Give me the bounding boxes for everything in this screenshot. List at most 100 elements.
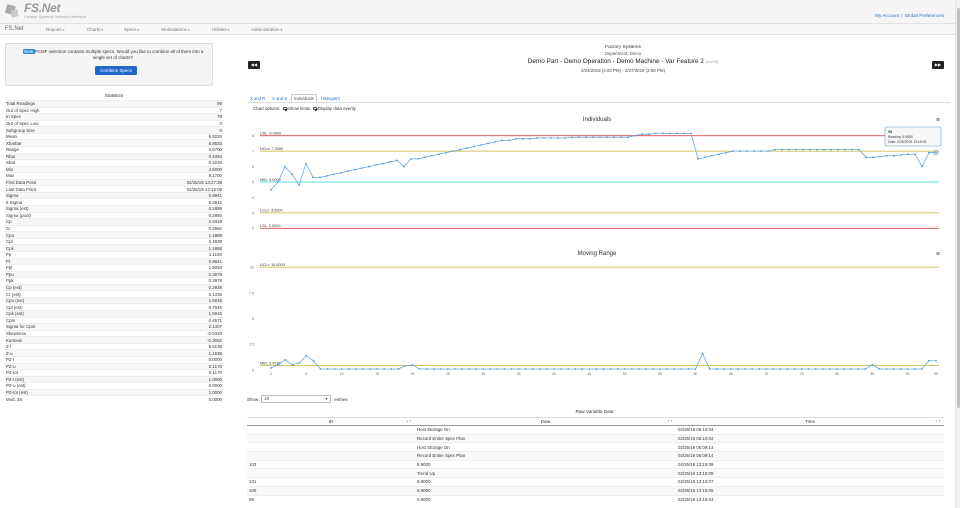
data-point	[687, 368, 690, 370]
data-point	[410, 157, 412, 160]
data-point	[459, 148, 461, 151]
cell-data: Trend Up	[415, 468, 676, 478]
nav-workstations[interactable]: Workstations▾	[161, 27, 190, 32]
stat-value: 0.7045	[208, 304, 222, 310]
data-point	[424, 156, 426, 159]
tab-histogram[interactable]: Histogram	[320, 96, 340, 101]
entries-select[interactable]: 10 ▼	[261, 395, 332, 403]
stat-label: Cpl	[6, 239, 13, 245]
data-point	[475, 368, 478, 370]
stat-label: Min	[6, 166, 14, 172]
stat-label: Pr	[6, 258, 11, 264]
data-point	[844, 148, 846, 151]
stat-value: 1.1638	[208, 350, 222, 356]
tab-x-and-r[interactable]: X and R	[250, 96, 266, 101]
cell-time: 02/25/19 13:15:04	[676, 494, 944, 504]
display-evenly-option[interactable]: Display data evenly	[313, 106, 356, 111]
my-account-link[interactable]: My Account	[875, 13, 899, 18]
data-point	[439, 368, 442, 370]
data-point	[886, 154, 888, 157]
data-point	[546, 368, 548, 370]
data-point	[760, 150, 762, 153]
data-point	[581, 368, 584, 370]
stat-value: -0.3052	[207, 337, 222, 343]
data-point	[382, 162, 384, 165]
chevron-down-icon: ▾	[187, 27, 190, 32]
stat-row: PZ-l 0.0000	[5, 355, 223, 363]
data-point	[662, 132, 664, 135]
data-point	[571, 136, 573, 139]
show-limits-checkbox[interactable]	[283, 106, 287, 111]
stat-row: PZ-l (est) 1.0000	[5, 375, 223, 383]
raw-data-table: ID ▲▼ Data ▲▼ Time ▲▼ Host Storage On 02/25/…	[247, 417, 944, 504]
stat-row: Ppk 0.3978	[5, 277, 223, 284]
data-point	[496, 368, 499, 370]
data-point	[578, 136, 580, 139]
data-point	[673, 368, 676, 370]
data-point	[694, 368, 697, 370]
page-scrollbar[interactable]	[955, 0, 960, 508]
data-point	[503, 368, 506, 370]
y-tick-label: 2.5	[249, 343, 254, 347]
data-point	[522, 137, 524, 140]
nav-administration[interactable]: Administration▾	[251, 27, 282, 32]
global-preferences-link[interactable]: Global Preferences	[904, 13, 944, 18]
data-point	[906, 368, 909, 370]
data-point	[538, 368, 541, 370]
nav-administration-label: Administration	[251, 26, 280, 32]
stat-value: 1.5093	[208, 265, 222, 271]
stat-row: Sigma for Cpm 2.1407	[5, 323, 223, 330]
stat-value: 1.5915	[208, 298, 222, 304]
stat-label: Mean	[6, 134, 17, 140]
cell-data: 6.9000	[415, 485, 676, 495]
data-point	[921, 165, 923, 168]
nav-reports[interactable]: Reports▾	[46, 27, 65, 32]
scrollbar-thumb[interactable]	[957, 8, 960, 408]
nav-charts[interactable]: Charts▾	[87, 27, 103, 32]
tab-individuals[interactable]: Individuals	[291, 94, 317, 102]
column-header-id[interactable]: ID ▲▼	[247, 417, 415, 426]
statistics-title: Statistics	[104, 93, 124, 98]
data-point	[543, 137, 545, 139]
combine-specs-button[interactable]: Combine Specs	[95, 66, 137, 75]
column-header-data[interactable]: Data ▲▼	[415, 417, 676, 426]
cell-time: 02/25/19 13:15:05	[676, 485, 944, 495]
data-point	[732, 150, 734, 153]
cell-data: Host Storage On	[415, 425, 676, 435]
data-point	[524, 368, 527, 370]
data-point	[718, 153, 720, 156]
nav-utilities-label: Utilities	[212, 26, 227, 32]
data-point	[347, 170, 349, 173]
data-point	[865, 156, 867, 159]
data-series-line	[270, 352, 936, 370]
data-point	[354, 168, 356, 171]
stat-label: Z-u	[6, 350, 13, 356]
stat-label: Out of Spec High	[6, 107, 40, 113]
show-label: Show	[247, 396, 259, 402]
y-tick-label: 3	[252, 211, 254, 215]
previous-chart-button[interactable]: ◀◀	[248, 61, 260, 69]
stat-label: Out of Spec Low	[6, 120, 39, 126]
stat-value: 0.1170	[208, 370, 222, 376]
stat-row: Pp 1.1193	[5, 250, 223, 258]
table-row: 103 6.9000 02/25/19 13:15:09	[247, 459, 944, 469]
cell-id	[247, 451, 415, 461]
data-point	[704, 156, 706, 159]
show-limits-option[interactable]: Show limits	[283, 106, 310, 111]
statistics-table: Total Readings 95 Out of Spec High 7 In Spec…	[5, 100, 223, 402]
limit-label-uclr: UCLr: 10.0000	[260, 263, 285, 267]
data-point	[830, 148, 832, 151]
tab-x-and-s[interactable]: X and S	[272, 96, 288, 101]
nav-specs[interactable]: Specs▾	[124, 27, 139, 32]
data-point	[397, 368, 400, 370]
display-evenly-checkbox[interactable]	[313, 106, 317, 111]
next-chart-button[interactable]: ▶▶	[932, 61, 944, 69]
data-point	[312, 359, 315, 362]
stat-value: 79	[217, 114, 222, 120]
column-header-time[interactable]: Time ▲▼	[676, 417, 944, 426]
stat-row: First Data Point 02/25/19 13:27:39	[5, 178, 223, 186]
nav-utilities[interactable]: Utilities▾	[212, 27, 229, 32]
stat-value: 0.3978	[208, 271, 222, 277]
report-header: Factory Systems Department: Demo Demo Pa…	[448, 44, 798, 75]
navbar-brand[interactable]: FS.Net	[5, 26, 24, 32]
